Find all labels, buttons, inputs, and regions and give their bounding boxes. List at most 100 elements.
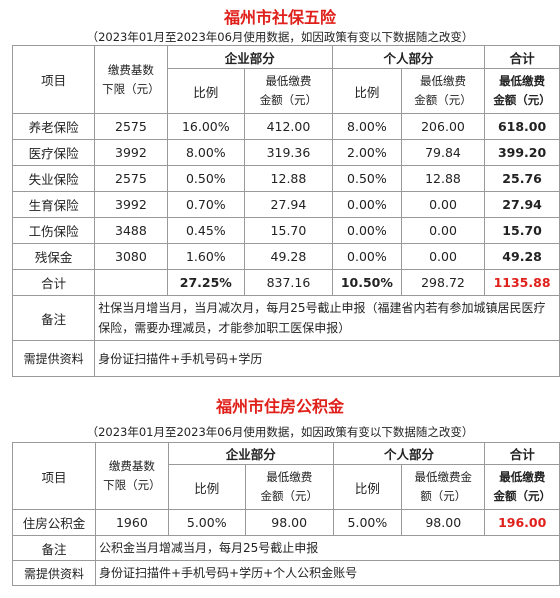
row-total: 399.20 — [484, 139, 560, 166]
row-company-ratio: 16.00% — [166, 113, 245, 140]
table-row: 工伤保险 3488 0.45% 15.70 0.00% 0.00 15.70 — [11, 217, 560, 244]
row-company-amount: 319.36 — [243, 139, 333, 166]
row-company-amount: 15.70 — [243, 217, 333, 244]
remark-text: 社保当月增当月，当月减次月，每月25号截止申报（福建省内若有参加城镇居民医疗保险… — [94, 295, 560, 341]
row-personal-ratio: 2.00% — [331, 139, 402, 166]
housing-title: 福州市住房公积金 — [215, 397, 344, 416]
remark-text: 公积金当月增减当月，每月25号截止申报 — [94, 535, 560, 561]
header-item: 项目 — [11, 45, 96, 114]
row-company-ratio: 1.60% — [166, 243, 245, 270]
header-personal-min-fee: 最低缴费金额（元） — [400, 68, 486, 114]
social-table: 项目 缴费基数 下限（元） 企业部分 个人部分 合计 比例 最低缴费 金额（元） 比… — [11, 45, 560, 377]
row-personal-amount: 98.00 — [401, 509, 486, 536]
header-total: 合计 — [484, 45, 560, 69]
docs-text: 身份证扫描件+手机号码+学历+个人公积金账号 — [94, 560, 560, 586]
header-total-min-fee: 最低缴费 金额（元） — [484, 464, 560, 510]
row-personal-ratio: 5.00% — [332, 509, 403, 536]
row-company-amount: 49.28 — [243, 243, 333, 270]
housing-table: 项目 缴费基数 下限（元） 企业部分 个人部分 合计 比例 最低缴费 金额（元） 比… — [12, 442, 560, 586]
table-row: 残保金 3080 1.60% 49.28 0.00% 0.00 49.28 — [11, 243, 560, 270]
docs-row: 需提供资料 身份证扫描件+手机号码+学历 — [11, 340, 560, 377]
row-base: 3992 — [94, 139, 168, 166]
sum-personal-amount: 298.72 — [400, 269, 486, 296]
row-company-amount: 12.88 — [243, 165, 333, 192]
row-company-ratio: 0.50% — [166, 165, 245, 192]
row-base: 2575 — [94, 165, 168, 192]
row-personal-ratio: 0.00% — [331, 191, 402, 218]
row-name: 残保金 — [11, 243, 96, 270]
row-name: 生育保险 — [11, 191, 96, 218]
row-base: 1960 — [94, 509, 169, 536]
header-personal-ratio: 比例 — [331, 68, 402, 114]
header-base: 缴费基数 下限（元） — [94, 442, 169, 510]
row-name: 医疗保险 — [11, 139, 96, 166]
header-personal-ratio: 比例 — [332, 464, 403, 510]
remark-row: 备注 公积金当月增减当月，每月25号截止申报 — [12, 535, 560, 561]
sum-label: 合计 — [11, 269, 96, 296]
row-name: 住房公积金 — [12, 509, 96, 536]
row-total: 49.28 — [484, 243, 560, 270]
row-total: 15.70 — [484, 217, 560, 244]
row-company-amount: 412.00 — [243, 113, 333, 140]
row-company-ratio: 0.45% — [166, 217, 245, 244]
header-item: 项目 — [12, 442, 96, 510]
docs-text: 身份证扫描件+手机号码+学历 — [94, 340, 560, 377]
header-company-ratio: 比例 — [167, 464, 246, 510]
row-personal-amount: 0.00 — [400, 243, 486, 270]
sum-row: 合计 27.25% 837.16 10.50% 298.72 1135.88 — [11, 269, 560, 296]
header-personal: 个人部分 — [332, 442, 486, 465]
sum-base-empty — [94, 269, 168, 296]
row-personal-ratio: 0.50% — [331, 165, 402, 192]
header-personal-min-fee: 最低缴费金额（元） — [401, 464, 486, 510]
remark-label: 备注 — [11, 295, 96, 341]
row-personal-ratio: 8.00% — [331, 113, 402, 140]
header-base: 缴费基数 下限（元） — [94, 45, 168, 114]
row-name: 工伤保险 — [11, 217, 96, 244]
header-personal: 个人部分 — [331, 45, 486, 69]
row-name: 失业保险 — [11, 165, 96, 192]
row-company-amount: 27.94 — [243, 191, 333, 218]
table-row: 失业保险 2575 0.50% 12.88 0.50% 12.88 25.76 — [11, 165, 560, 192]
docs-row: 需提供资料 身份证扫描件+手机号码+学历+个人公积金账号 — [12, 560, 560, 586]
row-total: 196.00 — [484, 509, 560, 536]
row-personal-amount: 206.00 — [400, 113, 486, 140]
row-company-ratio: 8.00% — [166, 139, 245, 166]
row-personal-ratio: 0.00% — [331, 243, 402, 270]
row-base: 3080 — [94, 243, 168, 270]
row-base: 3992 — [94, 191, 168, 218]
row-total: 25.76 — [484, 165, 560, 192]
docs-label: 需提供资料 — [11, 340, 96, 377]
header-company-min-fee: 最低缴费 金额（元） — [243, 68, 333, 114]
remark-label: 备注 — [12, 535, 96, 561]
docs-label: 需提供资料 — [12, 560, 96, 586]
header-company: 企业部分 — [167, 442, 334, 465]
sum-total: 1135.88 — [484, 269, 560, 296]
header-total-min-fee: 最低缴费 金额（元） — [484, 68, 560, 114]
row-company-ratio: 5.00% — [167, 509, 246, 536]
row-total: 618.00 — [484, 113, 560, 140]
header-company-min-fee: 最低缴费 金额（元） — [244, 464, 334, 510]
row-personal-amount: 0.00 — [400, 217, 486, 244]
social-subtitle: （2023年01月至2023年06月使用数据，如因政策有变以下数据随之改变） — [86, 30, 474, 44]
sum-company-ratio: 27.25% — [166, 269, 245, 296]
row-personal-amount: 79.84 — [400, 139, 486, 166]
table-row: 住房公积金 1960 5.00% 98.00 5.00% 98.00 196.0… — [12, 509, 560, 536]
row-personal-ratio: 0.00% — [331, 217, 402, 244]
row-company-ratio: 0.70% — [166, 191, 245, 218]
sum-personal-ratio: 10.50% — [331, 269, 402, 296]
header-company-ratio: 比例 — [166, 68, 245, 114]
row-company-amount: 98.00 — [244, 509, 334, 536]
header-company: 企业部分 — [166, 45, 333, 69]
housing-subtitle: （2023年01月至2023年06月使用数据，如因政策有变以下数据随之改变） — [86, 425, 474, 439]
header-total: 合计 — [484, 442, 560, 465]
row-name: 养老保险 — [11, 113, 96, 140]
row-total: 27.94 — [484, 191, 560, 218]
table-row: 生育保险 3992 0.70% 27.94 0.00% 0.00 27.94 — [11, 191, 560, 218]
row-base: 2575 — [94, 113, 168, 140]
row-personal-amount: 0.00 — [400, 191, 486, 218]
remark-row: 备注 社保当月增当月，当月减次月，每月25号截止申报（福建省内若有参加城镇居民医… — [11, 295, 560, 341]
table-row: 医疗保险 3992 8.00% 319.36 2.00% 79.84 399.2… — [11, 139, 560, 166]
row-personal-amount: 12.88 — [400, 165, 486, 192]
row-base: 3488 — [94, 217, 168, 244]
sum-company-amount: 837.16 — [243, 269, 333, 296]
